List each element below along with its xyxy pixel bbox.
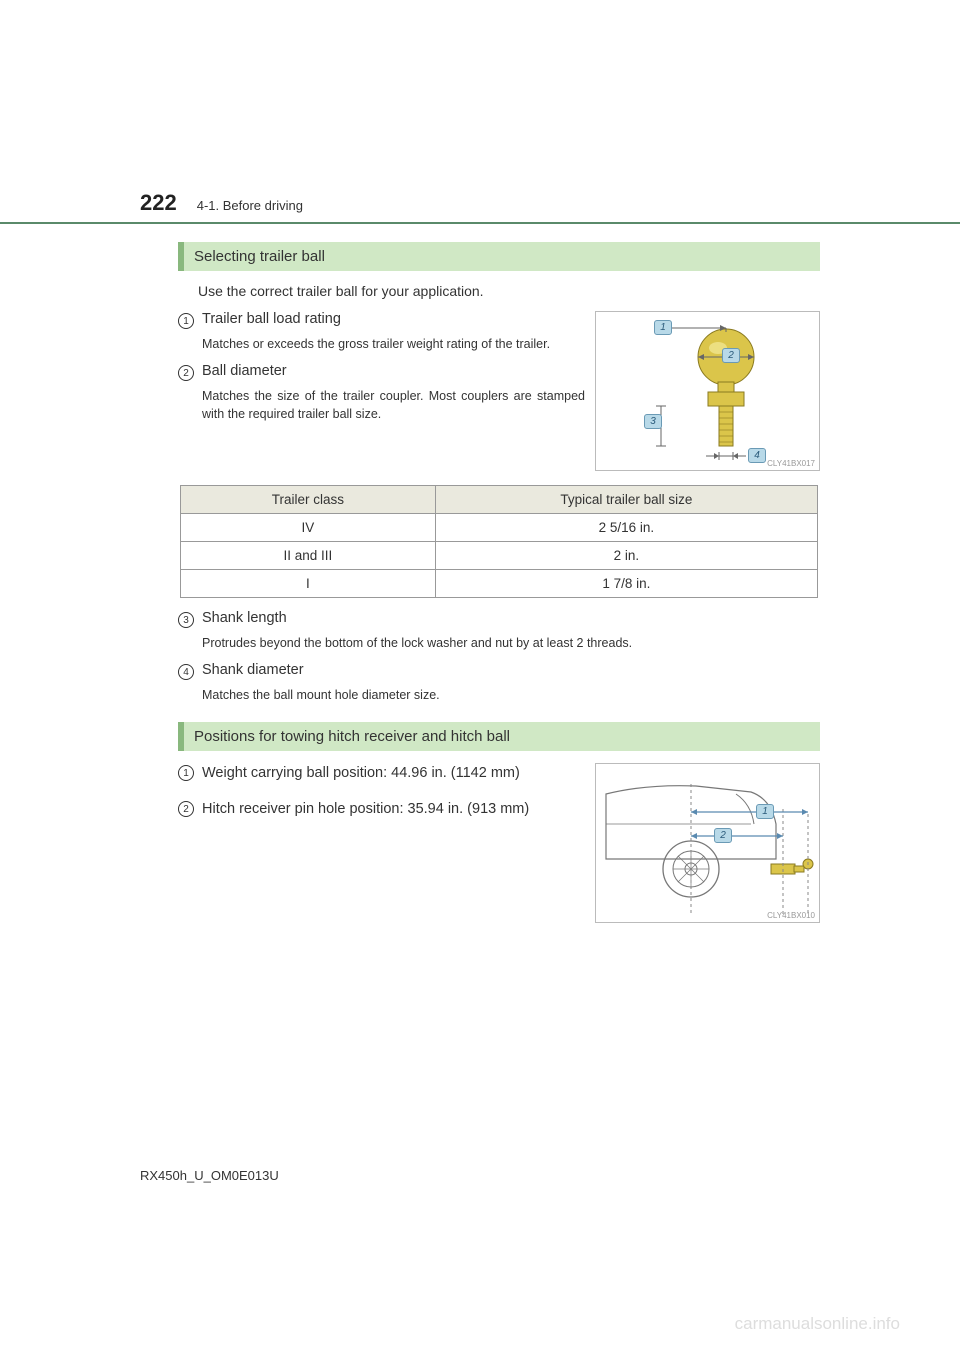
table-row: II and III 2 in. (181, 542, 818, 570)
item-description: Matches the ball mount hole diameter siz… (202, 686, 820, 704)
item-title: Shank diameter (202, 662, 304, 680)
item-number-badge: 2 (178, 801, 194, 817)
list-item: 2 Ball diameter (178, 363, 585, 381)
item-description: Protrudes beyond the bottom of the lock … (202, 634, 820, 652)
table-cell: 2 in. (435, 542, 817, 570)
diagram-badge-2: 2 (722, 348, 740, 363)
table-row: I 1 7/8 in. (181, 570, 818, 598)
watermark: carmanualsonline.info (735, 1314, 900, 1334)
diagram-badge-2: 2 (714, 828, 732, 843)
item-text: Hitch receiver pin hole position: 35.94 … (202, 799, 529, 821)
trailer-ball-svg (596, 312, 821, 472)
list-item: 3 Shank length (178, 610, 820, 628)
table-cell: II and III (181, 542, 436, 570)
trailer-class-table: Trailer class Typical trailer ball size … (178, 485, 820, 598)
intro-text: Use the correct trailer ball for your ap… (198, 283, 820, 299)
list-item: 4 Shank diameter (178, 662, 820, 680)
table-cell: IV (181, 514, 436, 542)
table-row: IV 2 5/16 in. (181, 514, 818, 542)
table-cell: 2 5/16 in. (435, 514, 817, 542)
page-header: 222 4-1. Before driving (140, 190, 820, 216)
vehicle-svg (596, 764, 821, 924)
list-item: 2 Hitch receiver pin hole position: 35.9… (178, 799, 585, 821)
document-id: RX450h_U_OM0E013U (140, 1168, 279, 1183)
header-divider (0, 222, 960, 224)
table-header: Trailer class (181, 486, 436, 514)
hitch-position-diagram: 1 2 CLY41BX010 (595, 763, 820, 923)
list-item: 1 Weight carrying ball position: 44.96 i… (178, 763, 585, 785)
diagram-code: CLY41BX010 (767, 911, 815, 920)
section-path: 4-1. Before driving (197, 198, 303, 213)
item-description: Matches the size of the trailer coupler.… (202, 387, 585, 423)
table-cell: I (181, 570, 436, 598)
table-cell: 1 7/8 in. (435, 570, 817, 598)
diagram-badge-1: 1 (654, 320, 672, 335)
item-number-badge: 4 (178, 664, 194, 680)
trailer-ball-diagram: 1 2 3 4 CLY41BX017 (595, 311, 820, 471)
item-title: Trailer ball load rating (202, 311, 341, 329)
item-number-badge: 3 (178, 612, 194, 628)
item-text: Weight carrying ball position: 44.96 in.… (202, 763, 520, 785)
section-header-trailer-ball: Selecting trailer ball (178, 242, 820, 271)
table-header: Typical trailer ball size (435, 486, 817, 514)
list-item: 1 Trailer ball load rating (178, 311, 585, 329)
item-number-badge: 2 (178, 365, 194, 381)
diagram-badge-1: 1 (756, 804, 774, 819)
item-description: Matches or exceeds the gross trailer wei… (202, 335, 585, 353)
diagram-badge-4: 4 (748, 448, 766, 463)
item-title: Shank length (202, 610, 287, 628)
item-title: Ball diameter (202, 363, 287, 381)
item-number-badge: 1 (178, 313, 194, 329)
page-number: 222 (140, 190, 177, 216)
item-number-badge: 1 (178, 765, 194, 781)
diagram-badge-3: 3 (644, 414, 662, 429)
section-header-positions: Positions for towing hitch receiver and … (178, 722, 820, 751)
diagram-code: CLY41BX017 (767, 459, 815, 468)
